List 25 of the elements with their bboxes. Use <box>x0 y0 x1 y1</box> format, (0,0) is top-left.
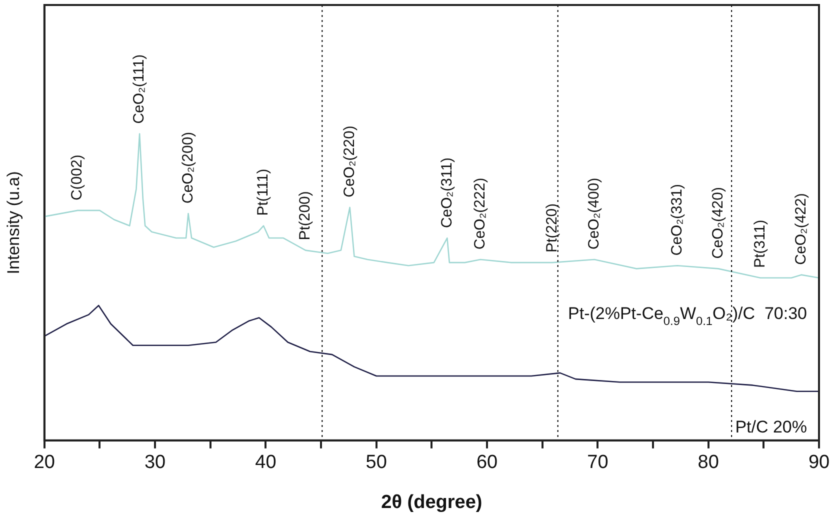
annotation: C(002) <box>68 154 86 200</box>
annotation: CeO₂(200) <box>179 132 196 204</box>
annotation: CeO₂(331) <box>668 184 686 256</box>
x-tick-label: 30 <box>144 452 166 474</box>
annotation: CeO₂(220) <box>340 126 358 198</box>
x-tick-label: 40 <box>255 452 276 474</box>
y-axis-title: Intensity (u.a) <box>4 171 23 274</box>
x-tick-label: 70 <box>587 452 608 474</box>
x-tick-label: 60 <box>476 452 498 474</box>
annotation: CeO₂(422) <box>792 193 810 265</box>
annotation: CeO₂(420) <box>709 187 726 259</box>
x-tick-label: 20 <box>34 452 55 474</box>
annotation: Pt(311) <box>751 220 768 268</box>
annotation: CeO₂(400) <box>586 178 603 250</box>
annotation: Pt(200) <box>296 191 314 240</box>
x-tick-label: 90 <box>808 452 830 474</box>
series-label: Pt/C 20% <box>735 417 807 436</box>
annotation: CeO₂(222) <box>472 178 489 250</box>
annotation: CeO₂(311) <box>438 157 456 228</box>
annotation: Pt(111) <box>254 168 272 216</box>
x-tick-label: 50 <box>366 452 387 474</box>
x-axis-title: 2θ (degree) <box>381 492 482 513</box>
x-tick-label: 80 <box>698 452 719 474</box>
annotation: CeO₂(111) <box>130 54 148 124</box>
annotation: Pt(220) <box>543 203 560 253</box>
